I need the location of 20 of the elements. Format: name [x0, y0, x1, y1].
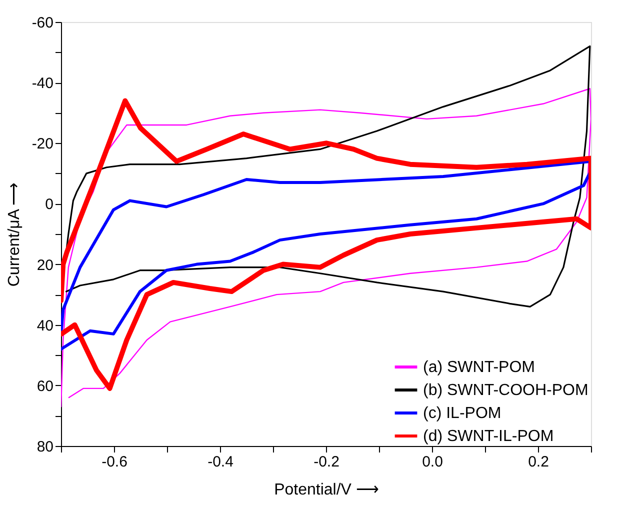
x-axis-title: Potential/V ⟶ — [274, 482, 379, 498]
legend-label: (d) SWNT-IL-POM — [423, 428, 554, 445]
line-series — [61, 160, 591, 351]
x-tick-label: -0.2 — [314, 454, 340, 470]
x-tick-label: 0.0 — [422, 454, 443, 470]
legend-label: (a) SWNT-POM — [423, 359, 535, 376]
x-tick-label: -0.4 — [208, 454, 234, 470]
legend-label: (b) SWNT-COOH-POM — [423, 382, 588, 399]
y-axis-title: Current/μA ⟶ — [6, 182, 23, 287]
y-tick-label: -40 — [32, 75, 54, 92]
y-tick-label: 20 — [36, 256, 54, 274]
y-tick-label: -60 — [32, 14, 54, 32]
y-tick-label: 80 — [36, 438, 54, 456]
y-tick-label: -20 — [32, 136, 54, 153]
x-tick-label: -0.6 — [102, 454, 128, 470]
y-tick-label: 60 — [36, 378, 54, 395]
x-tick-label: 0.2 — [528, 454, 549, 470]
y-tick-label: 0 — [45, 196, 54, 214]
y-tick-label: 40 — [36, 317, 54, 334]
legend-label: (c) IL-POM — [423, 405, 502, 422]
